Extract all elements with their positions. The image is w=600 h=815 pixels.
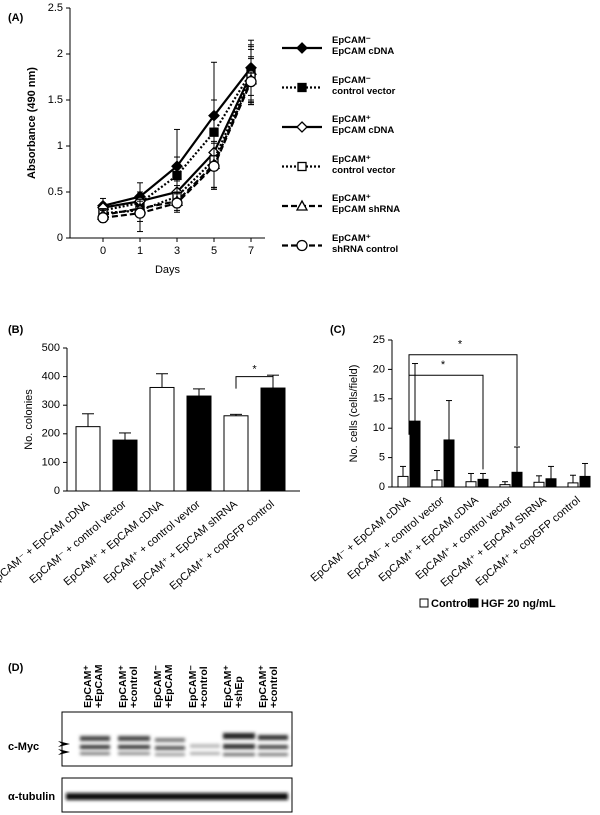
lane-label: EpCAM⁺ +control [117, 665, 140, 708]
y-tick-label: 400 [42, 371, 60, 383]
y-tick-label: 0 [57, 232, 63, 244]
annotation: * [441, 359, 446, 371]
legend-marker [295, 199, 309, 211]
lane-label: EpCAM⁺ +EpCAM [82, 664, 105, 708]
legend-label: EpCAM⁺ control vector [332, 153, 396, 176]
y-tick-label: 10 [373, 422, 385, 434]
lane-label: EpCAM⁺ +control [257, 665, 280, 708]
bracket [235, 376, 274, 389]
bracket [409, 374, 484, 470]
bar [545, 478, 557, 488]
legend-label: EpCAM⁻ EpCAM cDNA [332, 35, 395, 57]
row-label: c-Myc [8, 741, 39, 753]
legend-marker [296, 42, 308, 54]
legend-label: HGF 20 ng/mL [481, 598, 556, 610]
panel-label: (D) [8, 662, 24, 674]
bracket [408, 354, 518, 446]
y-axis-label: No. colonies [23, 389, 35, 450]
legend-marker [296, 239, 308, 252]
arrow [58, 741, 70, 747]
bar [477, 478, 489, 488]
point [172, 170, 182, 181]
annotation: * [458, 339, 463, 351]
y-tick-label: 1 [57, 140, 63, 152]
y-tick-label: 2 [57, 48, 63, 60]
panel-label: (B) [8, 324, 24, 336]
point [134, 207, 146, 219]
y-tick-label: 300 [42, 399, 60, 411]
panel-label: (C) [330, 324, 346, 336]
legend-swatch [469, 598, 479, 608]
x-tick-label: 0 [100, 245, 106, 257]
point [208, 160, 220, 172]
y-tick-label: 0 [54, 485, 60, 497]
legend-marker [297, 161, 307, 172]
bar [149, 386, 175, 492]
lane-label: EpCAM⁻ +EpCAM [152, 664, 175, 708]
point [245, 75, 257, 88]
legend-swatch [419, 598, 429, 608]
annotation: * [252, 364, 257, 376]
y-tick-label: 200 [42, 428, 60, 440]
bar [186, 395, 212, 492]
legend-marker [297, 82, 307, 93]
y-axis-label: Absorbance (490 nm) [26, 67, 38, 179]
bar [533, 481, 545, 488]
point [171, 197, 183, 209]
legend-marker [296, 121, 308, 133]
lane-label: EpCAM⁻ +control [187, 665, 210, 708]
x-tick-label: 7 [248, 245, 254, 257]
bar [579, 475, 591, 488]
x-axis-label: Days [155, 264, 181, 276]
bar [75, 426, 101, 492]
legend-label: EpCAM⁺ EpCAM shRNA [332, 193, 401, 215]
bar [431, 479, 443, 488]
bar [443, 439, 455, 488]
legend-label: EpCAM⁺ EpCAM cDNA [332, 114, 395, 136]
y-tick-label: 500 [42, 342, 60, 354]
y-tick-label: 25 [373, 334, 385, 346]
y-tick-label: 15 [373, 393, 385, 405]
legend-label: Control [431, 598, 470, 610]
y-tick-label: 0.5 [48, 186, 63, 198]
panel-label: (A) [8, 12, 24, 24]
bar [409, 420, 421, 488]
lane-label: EpCAM⁺ +shEp [222, 665, 245, 708]
row-label: α-tubulin [8, 791, 55, 803]
y-tick-label: 2.5 [48, 2, 63, 14]
series-line [102, 71, 252, 212]
bar [465, 481, 477, 488]
x-tick-label: 1 [137, 245, 143, 257]
legend-label: EpCAM⁺ shRNA control [332, 232, 399, 255]
bar [260, 387, 286, 492]
bar [397, 475, 409, 488]
y-tick-label: 1.5 [48, 94, 63, 106]
legend-label: EpCAM⁻ control vector [332, 74, 396, 97]
y-tick-label: 0 [379, 481, 385, 493]
x-tick-label: 3 [174, 245, 180, 257]
bar [567, 482, 579, 488]
arrow [58, 749, 70, 755]
y-axis-label: No. cells (cells/field) [348, 365, 360, 463]
bar [511, 471, 523, 488]
y-tick-label: 100 [42, 456, 60, 468]
blot-bands [66, 733, 288, 800]
point [97, 212, 109, 224]
bar [112, 439, 138, 492]
bar [499, 484, 511, 488]
bar [223, 415, 249, 492]
y-tick-label: 20 [373, 363, 385, 375]
y-tick-label: 5 [379, 452, 385, 464]
x-tick-label: 5 [211, 245, 217, 257]
